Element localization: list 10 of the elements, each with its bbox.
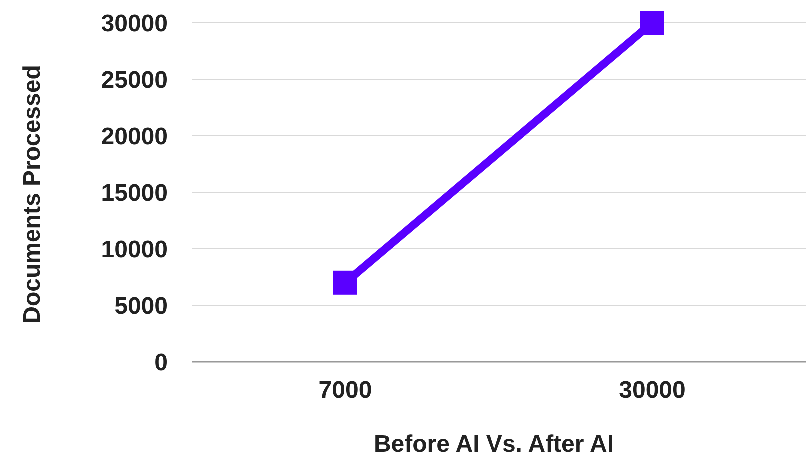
x-tick-label: 7000 [318,377,372,404]
y-axis-title: Documents Processed [19,65,46,324]
y-tick-label: 25000 [101,66,168,94]
x-axis-title: Before AI Vs. After AI [374,431,614,458]
y-tick-label: 10000 [101,236,168,264]
y-tick-label: 5000 [114,292,168,320]
y-tick-label: 0 [154,349,168,376]
y-tick-label: 15000 [101,180,168,207]
y-tick-label: 20000 [101,123,168,150]
y-tick-label: 30000 [101,10,168,38]
